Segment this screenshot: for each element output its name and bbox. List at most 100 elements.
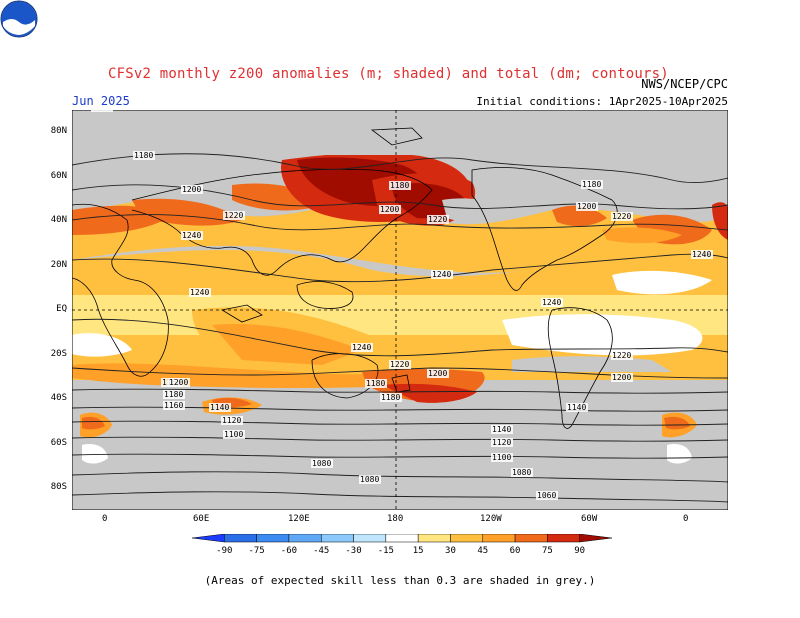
contour-label: 1100 (224, 430, 243, 439)
lon-label: 60W (581, 514, 598, 524)
contour-label: 1200 (169, 378, 188, 387)
contour-label-bg (351, 343, 373, 352)
contour-label-bg (389, 360, 411, 369)
colorbar-swatch (417, 534, 451, 543)
colorbar-swatch (256, 534, 290, 543)
contour-label: 1240 (182, 231, 201, 240)
anomaly-shading (72, 152, 728, 464)
colorbar-max-arrow (579, 534, 613, 543)
colorbar-swatch (224, 534, 257, 543)
contour-label-bg (581, 180, 603, 189)
colorbar-tick: -15 (378, 546, 394, 556)
colorbar-tick: 75 (542, 546, 553, 556)
contour-label: 1180 (164, 390, 183, 399)
height-contours (72, 153, 728, 503)
contour-label-bg (181, 185, 203, 194)
contour-label: 1180 (366, 379, 385, 388)
contour-label-bg (379, 205, 401, 214)
lat-label: 80N (50, 126, 67, 136)
contour-label: 1220 (390, 360, 409, 369)
colorbar-swatch (482, 534, 516, 543)
colorbar-tick: -75 (248, 546, 264, 556)
contour-label: 1120 (222, 416, 241, 425)
contour-label: 1220 (224, 211, 243, 220)
contour-label-bg (427, 215, 449, 224)
contour-label-bg (209, 403, 231, 412)
contour-label-bg (611, 373, 633, 382)
contour-label-bg (223, 430, 245, 439)
contour-label-bg (427, 369, 449, 378)
contour-label: 1240 (352, 343, 371, 352)
colorbar-tick: 15 (413, 546, 424, 556)
contour-label: 1240 (432, 270, 451, 279)
noaa-logo-icon (0, 0, 38, 38)
contour-label-bg (389, 181, 411, 190)
colorbar-tick: -45 (313, 546, 329, 556)
contour-label-bg (541, 298, 563, 307)
contour-label: 1180 (134, 151, 153, 160)
colorbar: -90 -75 -60 -45 -30 -15 15 30 45 60 75 90 (191, 534, 613, 556)
contour-label-bg (380, 393, 402, 402)
lon-label: 0 (683, 514, 689, 524)
lon-label: 180 (387, 514, 404, 524)
anomaly-map: 1180 1200 1220 1240 1240 1240 1240 1180 1200 1220… (72, 110, 728, 510)
contour-label: 1200 (380, 205, 399, 214)
contour-label-bg (311, 459, 333, 468)
contour-label: 1220 (612, 212, 631, 221)
colorbar-tick: -90 (216, 546, 232, 556)
contour-label: 1200 (577, 202, 596, 211)
lon-label: 120W (480, 514, 502, 524)
colorbar-swatch (514, 534, 548, 543)
contour-label: 1120 (492, 438, 511, 447)
colorbar-swatch (288, 534, 322, 543)
contour-label: 1200 (612, 373, 631, 382)
contour-label: 1180 (582, 180, 601, 189)
contour-label: 1220 (428, 215, 447, 224)
contour-label-bg (189, 288, 211, 297)
contour-label: 1240 (190, 288, 209, 297)
colorbar-swatch (547, 534, 580, 543)
contour-label: 1200 (428, 369, 447, 378)
colorbar-tick: -60 (281, 546, 297, 556)
contour-label-bg (365, 379, 387, 388)
chart-title: CFSv2 monthly z200 anomalies (m; shaded)… (108, 66, 669, 82)
contour-label: 1180 (381, 393, 400, 402)
initial-conditions: Initial conditions: 1Apr2025-10Apr2025 (476, 95, 728, 108)
lon-label: 60E (193, 514, 210, 524)
colorbar-swatch (353, 534, 387, 543)
contour-label: 1220 (612, 351, 631, 360)
colorbar-tick: 90 (574, 546, 585, 556)
contour-label: 1140 (492, 425, 511, 434)
contour-label: 1240 (692, 250, 711, 259)
colorbar-tick: 45 (477, 546, 488, 556)
colorbar-tick: -30 (345, 546, 361, 556)
lat-label: 20S (50, 349, 67, 359)
contour-label-bg (133, 151, 155, 160)
contour-label: 1160 (164, 401, 183, 410)
lat-label: 40N (50, 215, 67, 225)
contour-label: 1100 (492, 453, 511, 462)
contour-label-bg (223, 211, 245, 220)
valid-month: Jun 2025 (72, 94, 130, 108)
contour-label: 1080 (360, 475, 379, 484)
contour-label: 1080 (512, 468, 531, 477)
colorbar-tick: 60 (510, 546, 521, 556)
contour-label-bg (611, 351, 633, 360)
contour-label: 1060 (537, 491, 556, 500)
contour-label-bg (163, 390, 185, 399)
skill-footnote: (Areas of expected skill less than 0.3 a… (204, 574, 596, 587)
colorbar-swatch (450, 534, 484, 543)
contour-label: 1220 (92, 110, 111, 112)
lon-label: 120E (288, 514, 310, 524)
contour-label-bg (491, 425, 513, 434)
contour-label-bg (221, 416, 243, 425)
contour-label-bg (611, 212, 633, 221)
contour-label-bg (491, 453, 513, 462)
contour-label-layer: 1180 1200 1220 1240 1240 1240 1240 1180 1200 1220… (91, 110, 713, 500)
agency-label: NWS/NCEP/CPC (641, 77, 728, 91)
contour-label-bg (91, 110, 113, 112)
contour-label-bg (431, 270, 453, 279)
coastlines (72, 127, 618, 429)
lat-label: EQ (56, 304, 67, 314)
lat-label: 20N (50, 260, 67, 270)
